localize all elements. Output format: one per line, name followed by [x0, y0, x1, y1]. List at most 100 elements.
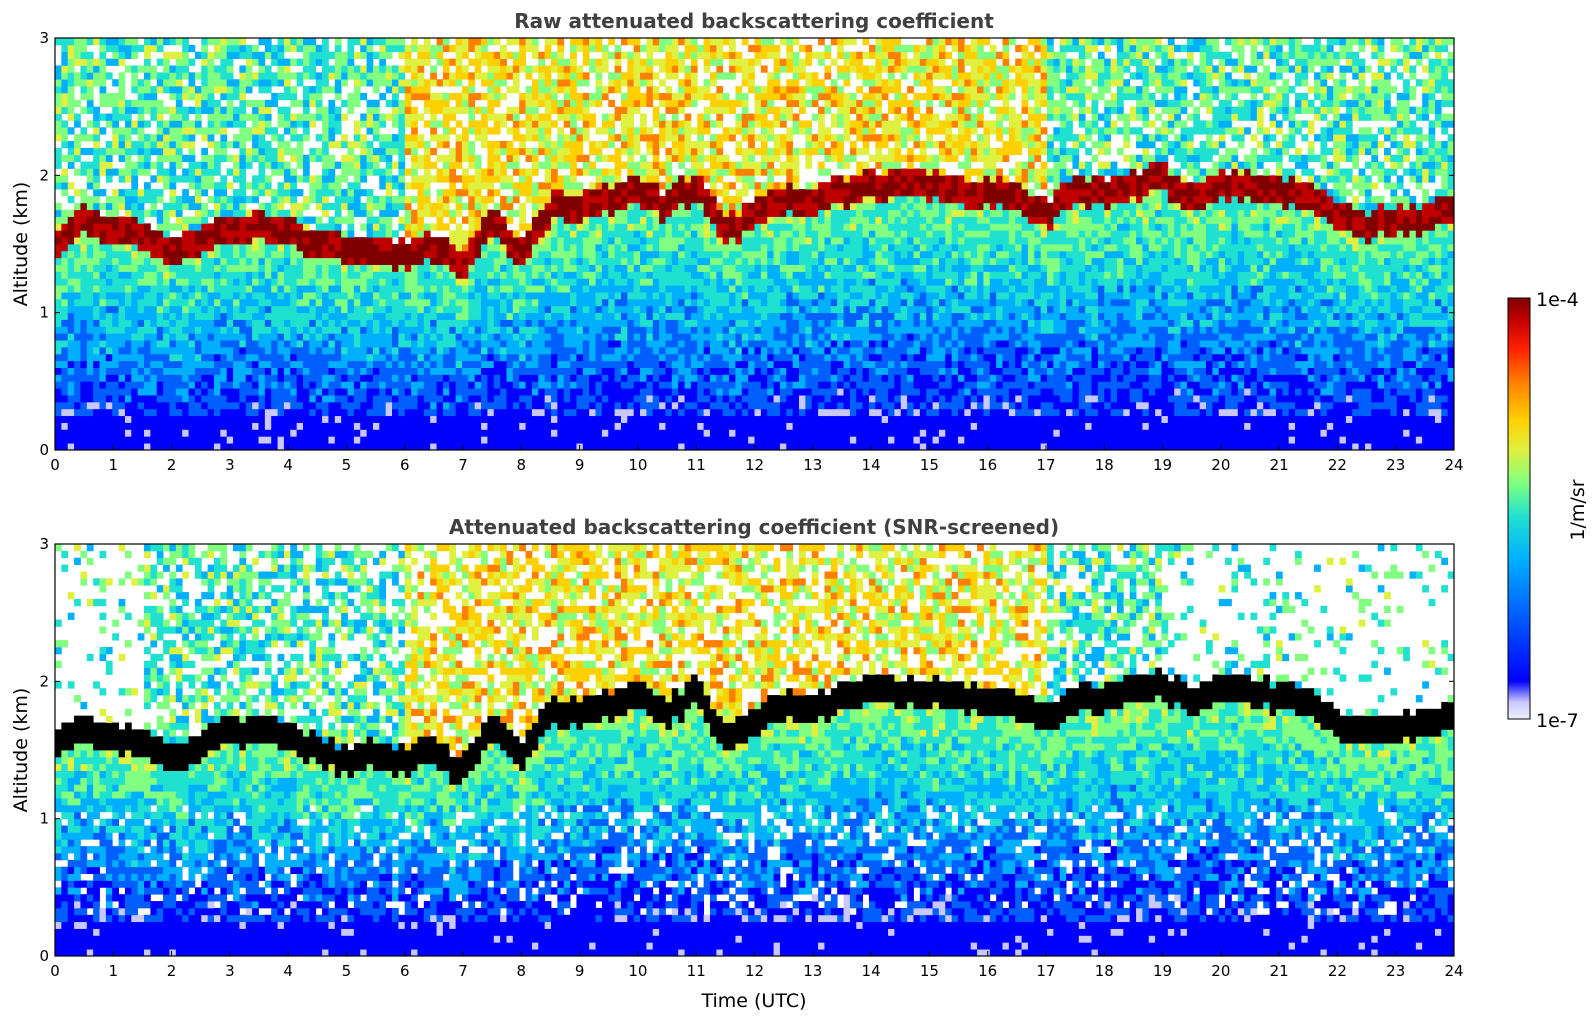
heatmap-cell-0-1408 — [220, 367, 228, 375]
heatmap-cell-0-1980 — [283, 182, 291, 190]
heatmap-cell-0-4640 — [601, 271, 609, 279]
heatmap-cell-0-3384 — [455, 347, 463, 355]
heatmap-cell-0-3608 — [481, 292, 488, 300]
heatmap-cell-0-4713 — [608, 113, 615, 121]
heatmap-cell-0-1646 — [245, 264, 253, 272]
heatmap-cell-0-4071 — [538, 381, 546, 389]
heatmap-cell-0-3853 — [512, 429, 520, 437]
heatmap-cell-0-907 — [156, 44, 164, 53]
heatmap-cell-0-1540 — [233, 223, 240, 231]
heatmap-cell-0-2048 — [290, 72, 298, 80]
heatmap-cell-0-2631 — [366, 422, 374, 430]
heatmap-cell-0-4548 — [589, 182, 596, 190]
heatmap-cell-0-3760 — [500, 374, 507, 382]
heatmap-cell-0-2569 — [353, 99, 361, 108]
heatmap-cell-0-377 — [99, 429, 107, 437]
heatmap-cell-0-2193 — [309, 175, 317, 183]
heatmap-cell-0-4135 — [544, 312, 552, 320]
heatmap-cell-0-4055 — [531, 92, 539, 101]
heatmap-cell-0-1796 — [264, 340, 272, 348]
heatmap-cell-0-2437 — [341, 347, 348, 355]
heatmap-cell-0-3273 — [442, 395, 450, 403]
heatmap-cell-0-2602 — [360, 271, 367, 279]
heatmap-cell-0-749 — [144, 443, 151, 450]
heatmap-cell-0-3373 — [455, 422, 463, 430]
heatmap-cell-0-868 — [156, 347, 164, 355]
heatmap-cell-0-2384 — [334, 333, 342, 341]
heatmap-cell-0-1625 — [245, 408, 253, 417]
heatmap-cell-0-2291 — [322, 223, 329, 231]
heatmap-cell-0-4269 — [557, 175, 565, 183]
heatmap-cell-0-889 — [156, 195, 164, 204]
heatmap-cell-0-2105 — [303, 429, 310, 437]
heatmap-cell-0-2949 — [398, 44, 406, 53]
heatmap-cell-0-2790 — [385, 436, 393, 444]
heatmap-cell-0-3702 — [493, 395, 501, 403]
heatmap-cell-0-1138 — [188, 360, 196, 368]
heatmap-cell-0-2812 — [385, 285, 393, 293]
heatmap-cell-0-2076 — [296, 278, 304, 286]
heatmap-cell-0-2932 — [398, 175, 406, 183]
heatmap-cell-0-3556 — [474, 278, 482, 286]
heatmap-cell-0-1882 — [271, 79, 278, 87]
heatmap-cell-0-2921 — [398, 264, 406, 272]
heatmap-cell-0-1447 — [220, 79, 228, 87]
heatmap-cell-0-3881 — [512, 237, 520, 245]
heatmap-cell-0-16 — [55, 333, 62, 341]
heatmap-cell-0-2635 — [366, 395, 374, 403]
heatmap-cell-0-2522 — [347, 51, 355, 59]
heatmap-cell-0-711 — [137, 333, 145, 341]
heatmap-cell-0-2341 — [328, 271, 336, 279]
heatmap-cell-0-3997 — [525, 113, 533, 121]
heatmap-cell-0-130 — [67, 292, 75, 300]
heatmap-cell-0-3724 — [493, 244, 501, 252]
heatmap-cell-0-2033 — [290, 202, 298, 211]
heatmap-cell-0-305 — [86, 168, 94, 176]
heatmap-cell-0-4492 — [582, 195, 590, 204]
heatmap-cell-0-4630 — [601, 340, 609, 348]
heatmap-cell-0-2968 — [404, 326, 412, 334]
heatmap-cell-0-1067 — [175, 72, 183, 80]
heatmap-cell-0-4096 — [538, 209, 546, 217]
heatmap-cell-0-2581 — [360, 415, 367, 423]
heatmap-cell-0-2406 — [334, 182, 342, 190]
heatmap-cell-0-1724 — [258, 443, 266, 450]
heatmap-cell-0-425 — [99, 44, 107, 53]
heatmap-cell-0-1375 — [213, 209, 221, 217]
heatmap-cell-0-3824 — [506, 285, 514, 293]
heatmap-cell-0-3494 — [468, 319, 476, 327]
heatmap-cell-0-2907 — [398, 360, 406, 368]
heatmap-cell-0-302 — [86, 195, 94, 204]
heatmap-cell-0-4218 — [551, 147, 558, 156]
heatmap-cell-0-1403 — [220, 401, 228, 410]
heatmap-cell-0-1994 — [283, 65, 291, 73]
heatmap-cell-0-4109 — [538, 92, 546, 101]
heatmap-cell-0-1169 — [188, 134, 196, 142]
heatmap-cell-0-829 — [150, 271, 158, 279]
heatmap-cell-0-3644 — [487, 408, 495, 417]
heatmap-cell-0-874 — [156, 305, 164, 314]
heatmap-cell-0-661 — [131, 298, 139, 307]
heatmap-cell-0-2977 — [404, 264, 412, 272]
heatmap-cell-0-4575 — [595, 347, 603, 355]
heatmap-cell-0-2807 — [385, 319, 393, 327]
heatmap-cell-0-2008 — [290, 374, 298, 382]
heatmap-cell-0-49 — [55, 79, 62, 87]
heatmap-cell-0-4276 — [557, 113, 565, 121]
heatmap-cell-0-192 — [74, 237, 81, 245]
heatmap-cell-0-3369 — [449, 44, 457, 53]
heatmap-cell-0-4701 — [608, 209, 615, 217]
heatmap-cell-0-1442 — [220, 120, 228, 128]
heatmap-cell-0-2868 — [392, 278, 399, 286]
heatmap-cell-0-4240 — [557, 374, 565, 382]
heatmap-cell-0-803 — [144, 38, 151, 46]
heatmap-cell-0-4397 — [570, 65, 577, 73]
heatmap-cell-0-1234 — [201, 415, 209, 423]
heatmap-cell-0-2154 — [303, 51, 310, 59]
heatmap-cell-0-1462 — [226, 388, 234, 396]
heatmap-cell-0-596 — [124, 374, 132, 382]
heatmap-cell-0-4324 — [563, 189, 571, 197]
heatmap-cell-0-172 — [74, 374, 81, 382]
heatmap-cell-0-1180 — [194, 436, 202, 444]
heatmap-cell-0-250 — [80, 189, 88, 197]
